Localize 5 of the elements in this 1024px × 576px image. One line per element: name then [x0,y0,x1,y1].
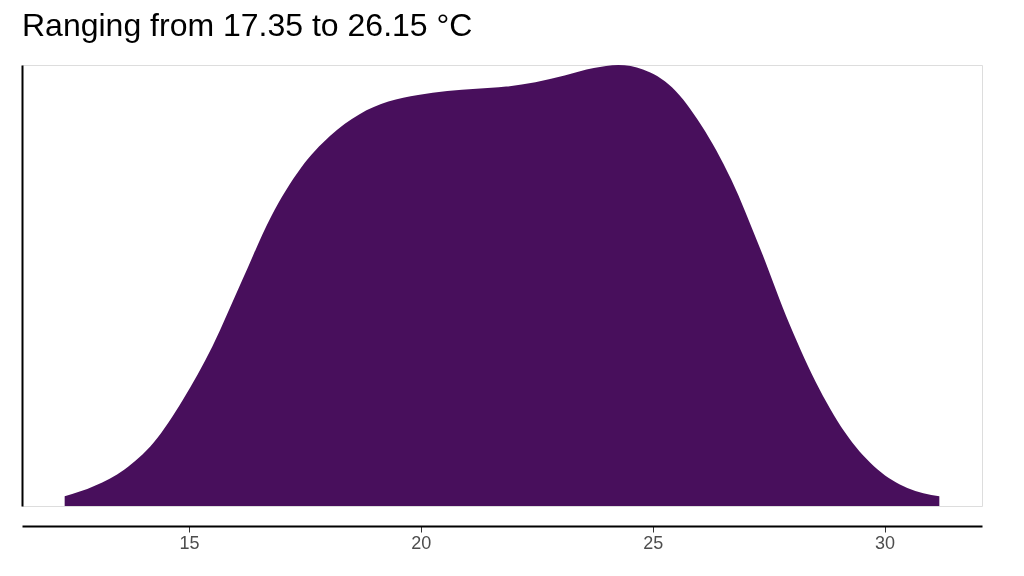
chart-title: Ranging from 17.35 to 26.15 °C [22,7,473,43]
x-tick-label: 15 [179,532,200,553]
x-tick-label: 20 [411,532,432,553]
x-tick-label: 30 [875,532,896,553]
x-tick-label: 25 [643,532,664,553]
